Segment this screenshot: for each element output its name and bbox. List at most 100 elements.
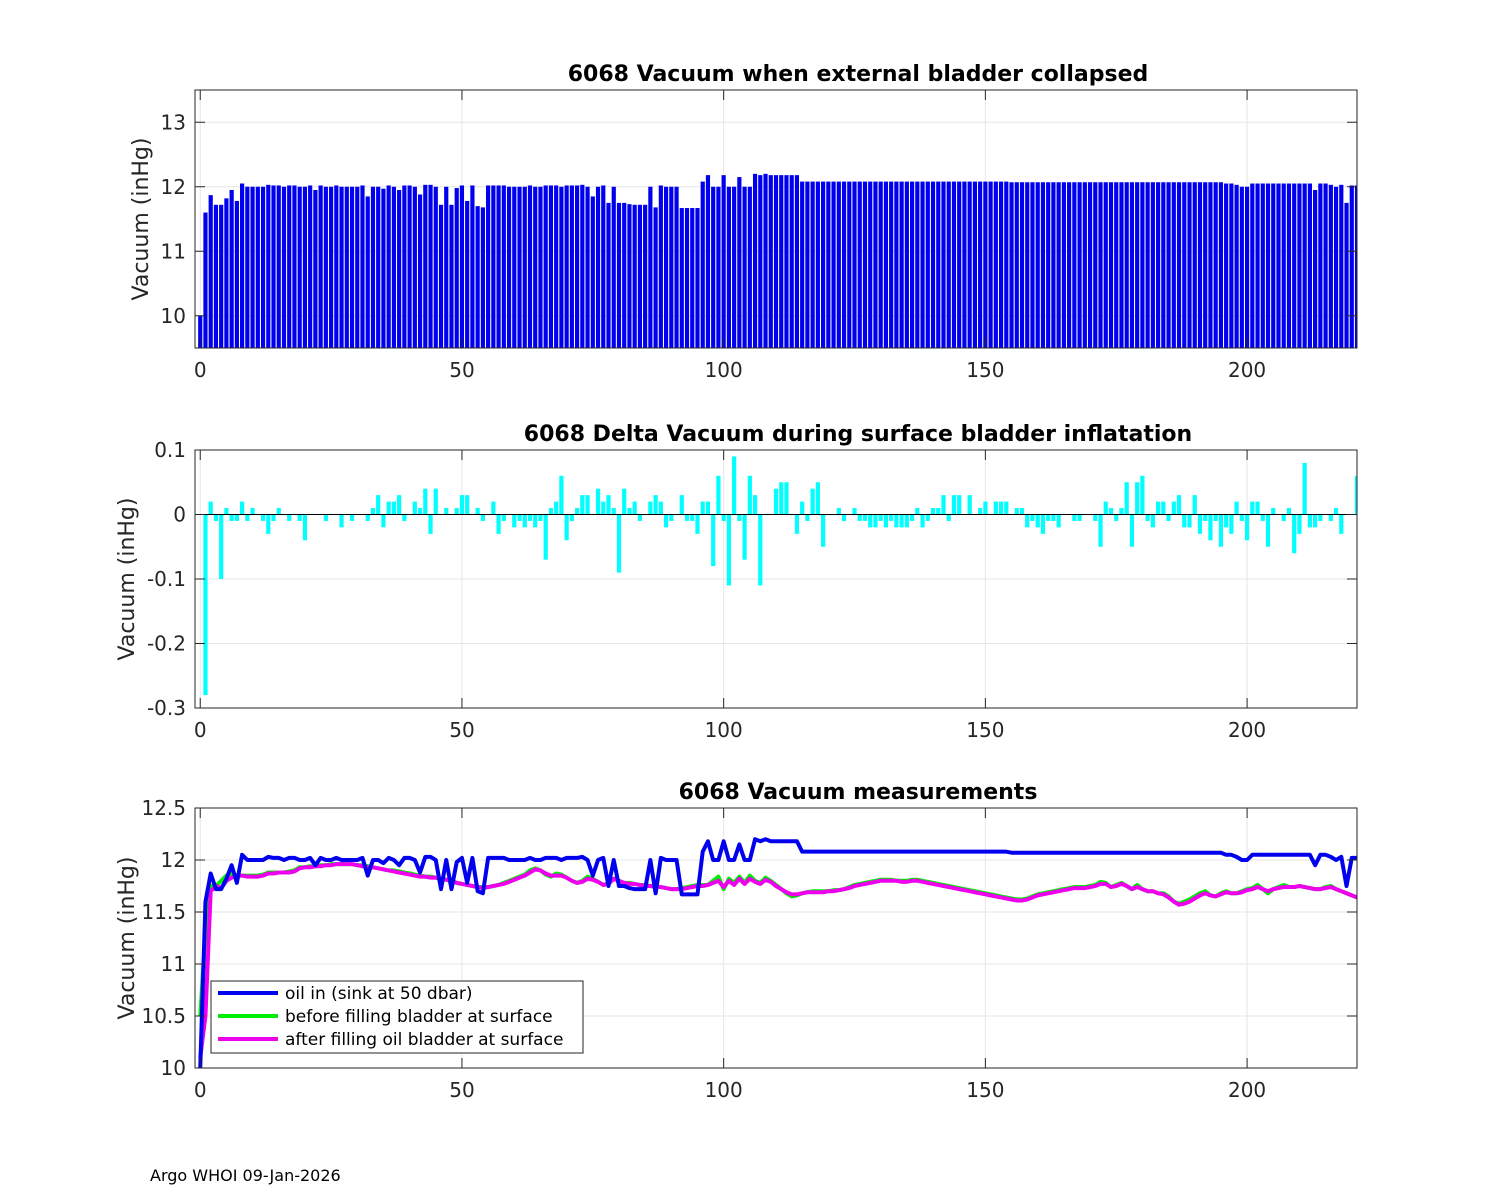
bar bbox=[1014, 508, 1019, 515]
bar bbox=[1072, 182, 1077, 348]
bar bbox=[491, 501, 496, 515]
bar bbox=[1119, 508, 1124, 515]
bar bbox=[1234, 501, 1239, 515]
bar bbox=[1333, 508, 1339, 515]
bar bbox=[590, 196, 595, 348]
bar bbox=[365, 514, 370, 521]
bar bbox=[433, 488, 438, 515]
bar bbox=[1203, 514, 1208, 521]
bar bbox=[716, 475, 721, 515]
bar bbox=[1203, 182, 1208, 348]
bar bbox=[559, 475, 564, 515]
bar bbox=[653, 207, 658, 348]
legend-label: after filling oil bladder at surface bbox=[285, 1030, 563, 1050]
bar bbox=[700, 501, 705, 515]
bar bbox=[271, 514, 276, 521]
bar bbox=[1108, 508, 1114, 515]
bar bbox=[690, 208, 695, 348]
bar bbox=[737, 514, 742, 521]
bar bbox=[543, 514, 548, 560]
bar bbox=[789, 175, 794, 348]
bar bbox=[1239, 514, 1244, 521]
x-tick-label: 100 bbox=[705, 718, 743, 742]
bar bbox=[894, 181, 899, 348]
bar bbox=[878, 181, 883, 348]
bar bbox=[910, 514, 915, 521]
bar bbox=[1197, 182, 1203, 348]
series-line-1 bbox=[198, 837, 1357, 1068]
bar bbox=[1161, 182, 1166, 348]
bar bbox=[815, 482, 820, 515]
bar bbox=[1093, 182, 1098, 348]
bar bbox=[512, 186, 517, 348]
y-tick-label: 0.1 bbox=[154, 438, 186, 462]
bar bbox=[1135, 182, 1140, 348]
bar bbox=[1129, 182, 1135, 348]
bar bbox=[203, 212, 208, 348]
chart-panel-3: 0 50 100 150 200 10 10.5 11 11.5 12 12.5 6068 Vacuu… bbox=[115, 780, 1358, 1102]
bar bbox=[459, 185, 465, 348]
bar bbox=[779, 175, 784, 348]
bar bbox=[381, 188, 386, 348]
bar bbox=[606, 202, 611, 348]
bar bbox=[1093, 514, 1098, 521]
y-tick-label: 12.5 bbox=[141, 796, 186, 820]
bar bbox=[773, 488, 779, 515]
bar bbox=[260, 514, 266, 521]
plot-area bbox=[198, 837, 1357, 1068]
bar bbox=[1286, 508, 1292, 515]
bar bbox=[606, 495, 611, 515]
bar bbox=[857, 514, 862, 521]
bar bbox=[1286, 183, 1292, 348]
chart-panel-2: 0 50 100 150 200 -0.3 -0.2 -0.1 0 0.1 6068 Delta V… bbox=[115, 422, 1369, 742]
bar bbox=[234, 200, 239, 348]
bar bbox=[208, 501, 213, 515]
bar bbox=[1025, 182, 1030, 348]
bar bbox=[527, 185, 533, 348]
bar bbox=[370, 186, 376, 348]
bar bbox=[1166, 182, 1171, 348]
bar bbox=[658, 185, 663, 348]
bar bbox=[831, 181, 836, 348]
bar bbox=[1244, 514, 1250, 541]
bar bbox=[1365, 502, 1369, 515]
bar bbox=[899, 181, 904, 348]
bar bbox=[868, 181, 873, 348]
bar bbox=[1365, 187, 1369, 348]
bar bbox=[1067, 182, 1072, 348]
bar bbox=[1229, 183, 1234, 348]
bar bbox=[1150, 514, 1155, 528]
x-tick-label: 200 bbox=[1228, 358, 1266, 382]
bar bbox=[224, 198, 229, 348]
bar bbox=[397, 495, 402, 515]
bar bbox=[412, 186, 417, 348]
bar bbox=[747, 475, 752, 515]
y-tick-label: -0.2 bbox=[147, 632, 186, 656]
bar bbox=[512, 514, 517, 528]
bar bbox=[595, 186, 601, 348]
bar bbox=[1281, 514, 1286, 521]
bar bbox=[862, 514, 868, 521]
bar bbox=[1182, 182, 1187, 348]
bar bbox=[1208, 182, 1213, 348]
bar bbox=[313, 189, 318, 348]
bar bbox=[726, 514, 731, 586]
bar bbox=[491, 185, 496, 348]
bar bbox=[292, 185, 297, 348]
bar bbox=[1260, 183, 1265, 348]
bar bbox=[575, 185, 580, 348]
bar bbox=[889, 514, 894, 521]
bar bbox=[747, 186, 752, 348]
bar bbox=[768, 175, 773, 348]
bar bbox=[957, 495, 962, 515]
bar bbox=[925, 514, 930, 521]
bar bbox=[1019, 508, 1025, 515]
bar bbox=[674, 186, 679, 348]
bar bbox=[297, 514, 302, 521]
bar bbox=[1250, 501, 1255, 515]
bar bbox=[496, 514, 501, 534]
bar bbox=[417, 508, 423, 515]
bar bbox=[240, 183, 245, 348]
bar bbox=[1302, 462, 1307, 515]
